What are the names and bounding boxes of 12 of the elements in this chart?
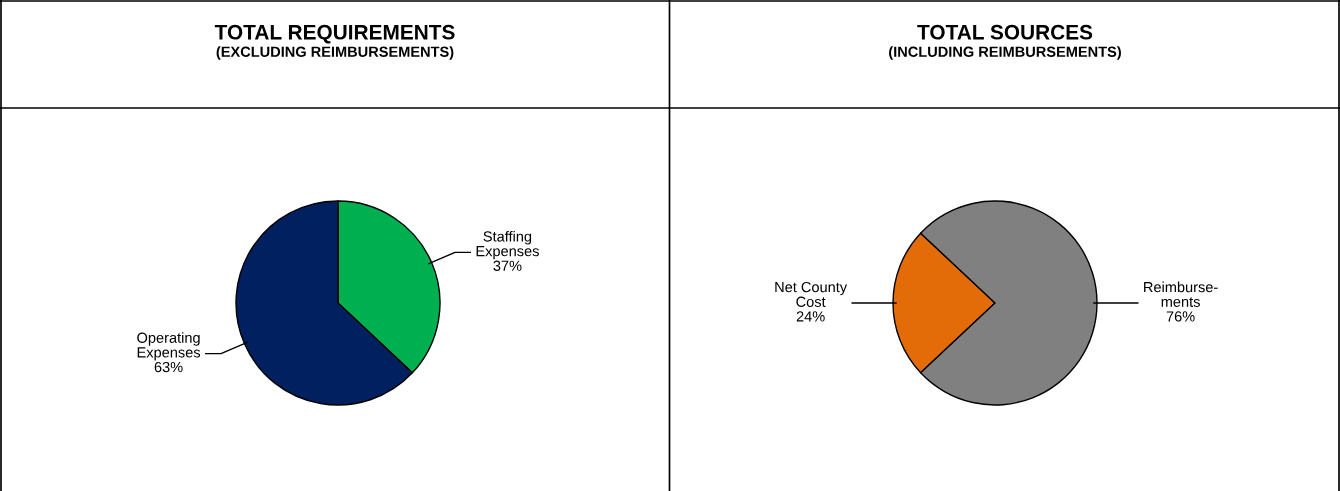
chart-title: TOTAL REQUIREMENTS — [214, 24, 455, 44]
slice-label: Net County Cost — [775, 281, 848, 307]
chart-subtitle: (EXCLUDING REIMBURSEMENTS) — [216, 46, 454, 60]
data-label: 24% — [796, 311, 825, 322]
chart-title: TOTAL SOURCES — [917, 24, 1093, 40]
data-label: 63% — [154, 361, 183, 373]
slice-label: Operating Expenses — [137, 332, 201, 361]
chart-subtitle: (INCLUDING REIMBURSEMENTS) — [889, 46, 1121, 60]
slice-label: Staffing Expenses — [476, 230, 539, 260]
data-label: 76% — [1166, 311, 1195, 322]
data-label: 37% — [493, 260, 522, 271]
slice-label: Reimburse- ments — [1144, 281, 1218, 307]
